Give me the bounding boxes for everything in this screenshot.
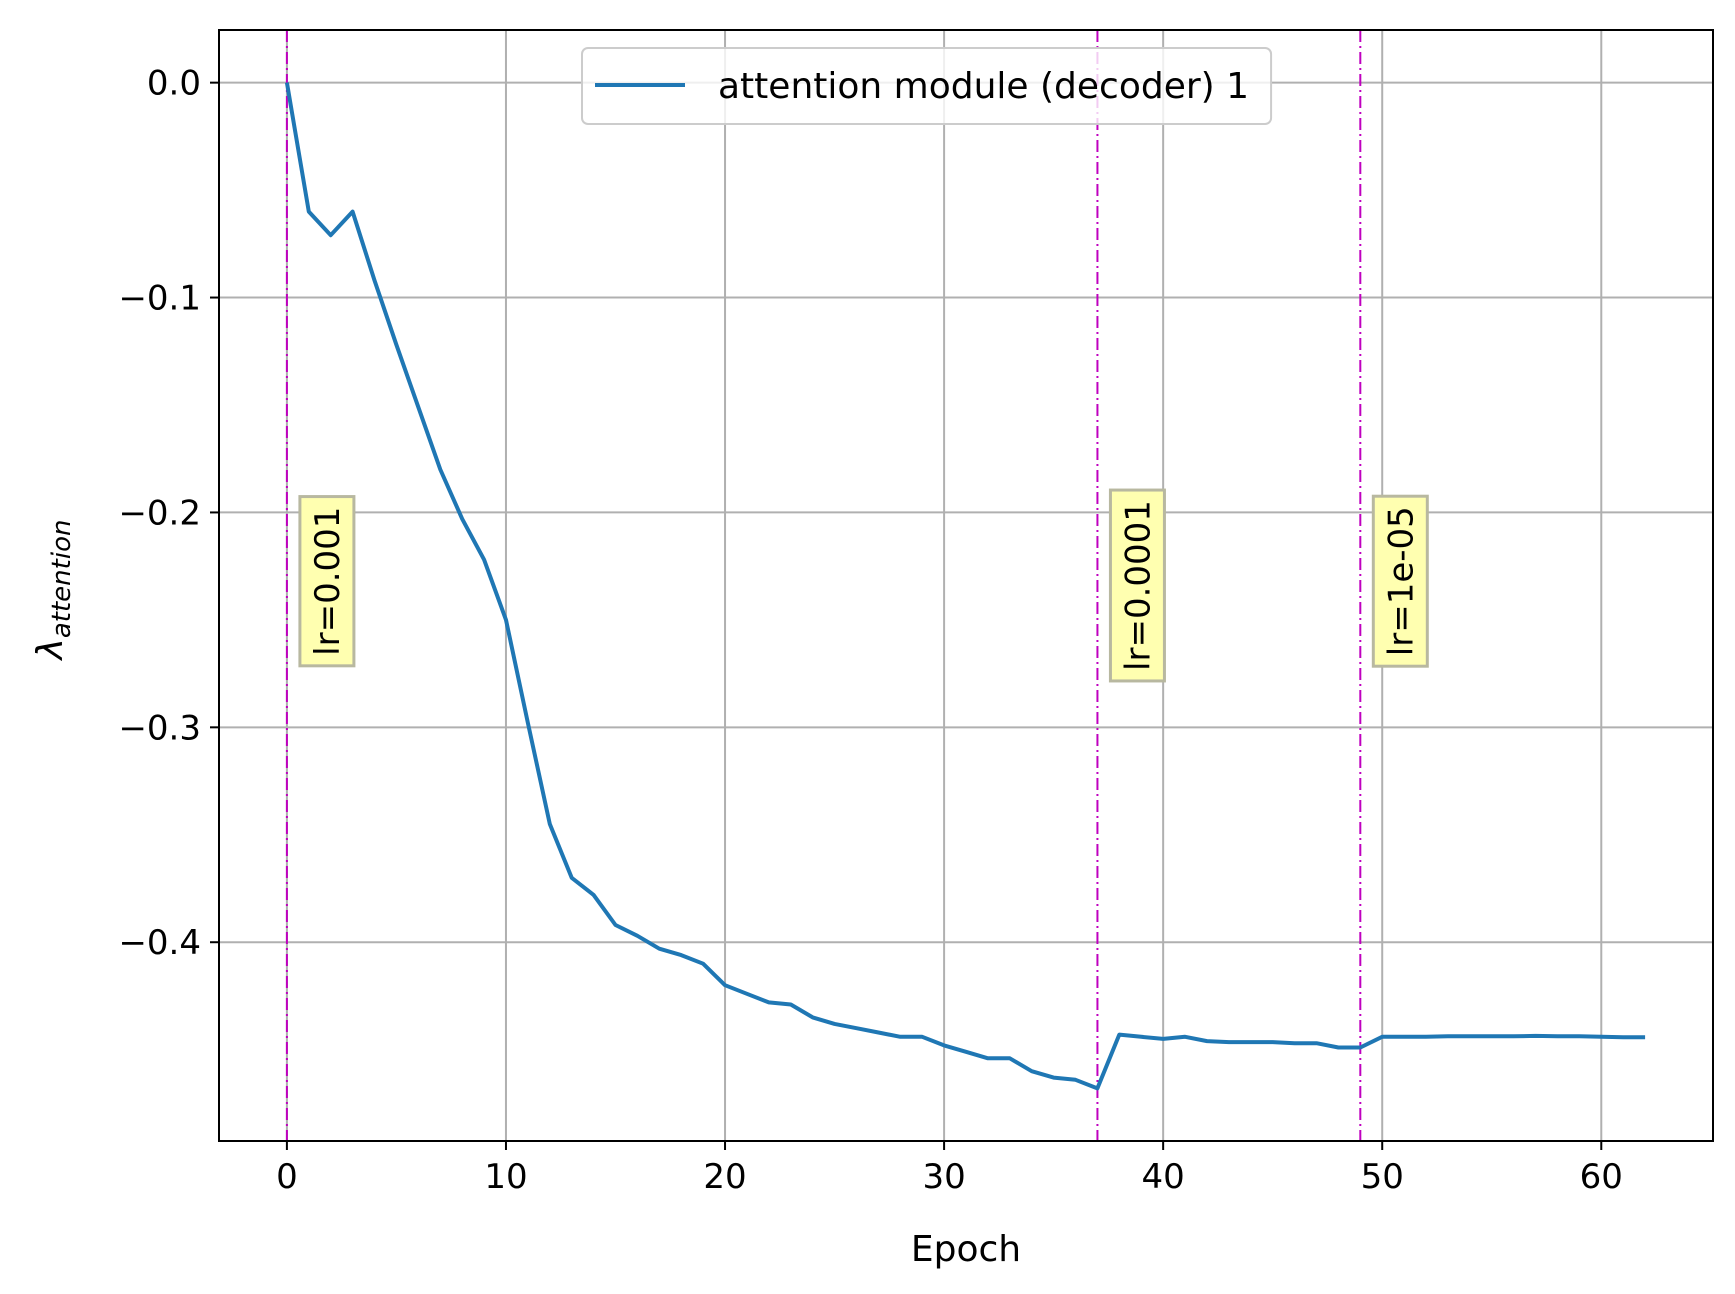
lr-annotations: lr=0.001 lr=0.0001 lr=1e-05 <box>298 488 1429 683</box>
y-axis-label-main: λ <box>30 638 71 661</box>
x-axis-label: Epoch <box>911 1229 1021 1270</box>
lr-annotation: lr=1e-05 <box>1371 494 1429 668</box>
legend: attention module (decoder) 1 <box>581 47 1273 125</box>
lr-annotation: lr=0.0001 <box>1108 488 1166 683</box>
series-line <box>284 82 1646 1091</box>
y-tick-label: −0.2 <box>118 493 201 533</box>
axis-ticks: 0 10 20 30 40 50 60 0.0 −0.1 −0.2 −0.3 −0.4 <box>118 64 1622 1197</box>
x-tick-label: 30 <box>922 1157 965 1197</box>
y-tick-label: −0.4 <box>118 923 201 963</box>
lr-annotation-label: lr=0.001 <box>308 507 348 656</box>
lr-change-lines <box>285 30 1362 1141</box>
y-axis-label: λattention <box>30 520 77 662</box>
y-tick-label: −0.3 <box>118 708 201 748</box>
x-tick-label: 60 <box>1580 1157 1623 1197</box>
grid <box>219 30 1713 1141</box>
series-layer <box>284 82 1646 1091</box>
y-axis-label-subscript: attention <box>47 520 77 639</box>
lr-annotation-box <box>1108 488 1166 683</box>
x-tick-label: 0 <box>276 1157 298 1197</box>
plot-area-frame <box>218 29 1714 1142</box>
lr-annotation-label: lr=1e-05 <box>1381 506 1421 656</box>
lr-annotation-box <box>1371 494 1429 668</box>
x-tick-label: 20 <box>703 1157 746 1197</box>
y-tick-label: −0.1 <box>118 279 201 319</box>
x-tick-label: 10 <box>484 1157 527 1197</box>
y-tick-label: 0.0 <box>147 64 201 104</box>
legend-box <box>581 47 1273 125</box>
lr-annotation: lr=0.001 <box>298 495 356 668</box>
legend-entry: attention module (decoder) 1 <box>718 66 1249 107</box>
x-tick-label: 50 <box>1361 1157 1404 1197</box>
x-tick-label: 40 <box>1142 1157 1185 1197</box>
lr-annotation-box <box>298 495 356 668</box>
lr-annotation-label: lr=0.0001 <box>1118 500 1158 671</box>
